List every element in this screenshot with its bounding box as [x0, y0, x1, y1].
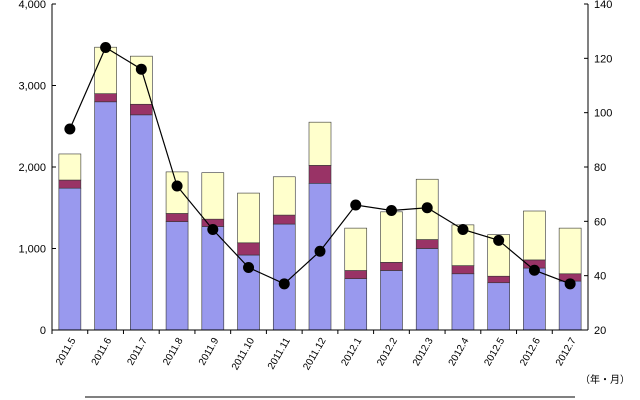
- bar-segment-1-2012.3: [415, 248, 439, 331]
- bar-segment-3-2012.6: [523, 210, 546, 261]
- bar-segment-1-2012.1: [344, 278, 368, 331]
- bar-segment-3-2011.6: [94, 46, 117, 94]
- bar-segment-2-2011.5: [58, 179, 82, 189]
- x-tick-label: 2011.11: [266, 336, 293, 372]
- line-point-2012.7: [564, 278, 576, 290]
- bar-segment-2-2012.4: [451, 265, 475, 275]
- x-tick-label: 2012.4: [447, 336, 472, 368]
- right-tick-label: 60: [594, 216, 606, 228]
- left-tick-label: 2,000: [18, 162, 46, 174]
- right-tick-label: 120: [594, 53, 612, 65]
- line-point-2012.1: [350, 199, 362, 211]
- bar-segment-3-2011.11: [272, 176, 296, 216]
- bar-segment-2-2012.5: [487, 275, 510, 284]
- bar-segment-3-2012.2: [380, 211, 403, 263]
- bar-segment-2-2012.3: [415, 239, 439, 249]
- bar-segment-3-2011.7: [130, 55, 153, 105]
- bar-segment-2-2011.12: [308, 165, 332, 184]
- x-tick-label: 2012.1: [340, 336, 365, 368]
- line-point-2011.12: [314, 245, 326, 257]
- x-tick-label: 2012.6: [518, 336, 543, 368]
- right-tick-label: 20: [594, 325, 606, 337]
- bar-segment-1-2011.8: [165, 221, 189, 331]
- x-tick-label: 2011.8: [161, 336, 186, 368]
- x-tick-label: 2011.10: [230, 336, 257, 373]
- x-tick-label: 2012.5: [482, 336, 507, 368]
- x-tick-label: 2011.6: [90, 336, 115, 368]
- left-tick-label: 3,000: [18, 81, 46, 93]
- bar-segment-3-2011.8: [165, 171, 189, 214]
- bar-segment-1-2011.6: [94, 101, 117, 331]
- left-tick-label: 1,000: [18, 244, 46, 256]
- x-tick-label: 2011.5: [54, 336, 79, 368]
- right-tick-label: 140: [594, 0, 612, 11]
- bar-segment-1-2011.5: [58, 187, 82, 331]
- bar-segment-3-2011.9: [201, 172, 225, 220]
- x-tick-label: 2012.7: [554, 336, 579, 368]
- line-point-2011.6: [100, 41, 112, 53]
- line-point-2011.9: [207, 223, 219, 235]
- line-point-2012.5: [493, 234, 505, 246]
- left-tick-label: 4,000: [18, 0, 46, 11]
- bar-segment-1-2012.5: [487, 282, 510, 331]
- line-point-2011.8: [171, 180, 183, 192]
- line-point-2012.6: [528, 264, 540, 276]
- bar-segment-2-2011.11: [272, 214, 296, 225]
- bar-segment-2-2012.2: [380, 262, 403, 271]
- bar-segment-1-2012.6: [523, 267, 546, 331]
- line-point-2011.7: [135, 63, 147, 75]
- line-point-2012.2: [385, 204, 397, 216]
- bar-segment-2-2011.7: [130, 103, 153, 116]
- left-tick-label: 0: [40, 325, 46, 337]
- bar-segment-2-2011.6: [94, 93, 117, 103]
- line-point-2012.4: [457, 223, 469, 235]
- bar-segment-3-2012.1: [344, 227, 368, 271]
- bar-segment-1-2011.7: [130, 114, 153, 331]
- x-tick-label: 2011.7: [125, 336, 150, 368]
- x-tick-label: 2012.3: [411, 336, 436, 368]
- right-tick-label: 80: [594, 162, 606, 174]
- bar-segment-3-2011.12: [308, 121, 332, 166]
- bar-segment-3-2011.5: [58, 153, 82, 181]
- line-point-2011.11: [278, 278, 290, 290]
- right-tick-label: 40: [594, 271, 606, 283]
- bar-segment-2-2012.1: [344, 270, 368, 279]
- right-tick-label: 100: [594, 108, 612, 120]
- x-tick-label: 2011.9: [197, 336, 222, 368]
- line-layer: [64, 41, 576, 290]
- x-unit-label: （年・月）: [580, 373, 630, 386]
- bar-segment-3-2012.7: [558, 227, 582, 275]
- bar-segment-3-2011.10: [237, 192, 260, 244]
- bar-segment-1-2012.2: [380, 270, 403, 331]
- bar-segment-1-2011.9: [201, 226, 225, 331]
- x-tick-label: 2012.2: [375, 336, 400, 368]
- bar-layer: [58, 46, 582, 331]
- bar-segment-1-2012.4: [451, 273, 475, 331]
- line-point-2012.3: [421, 202, 433, 214]
- bar-segment-2-2011.10: [237, 242, 260, 256]
- x-tick-label: 2011.12: [301, 336, 328, 373]
- line-point-2011.5: [64, 123, 76, 135]
- line-point-2011.10: [243, 262, 255, 274]
- bar-segment-2-2011.8: [165, 213, 189, 222]
